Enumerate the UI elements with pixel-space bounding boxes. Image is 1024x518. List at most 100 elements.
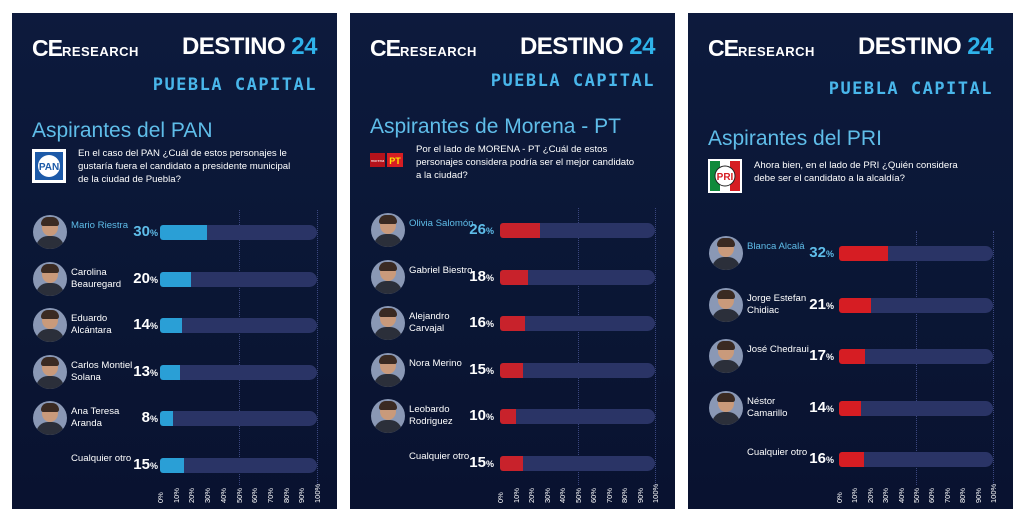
- candidate-photo: [709, 390, 743, 425]
- gridline: [577, 208, 579, 485]
- x-tick-label: 0%: [156, 492, 165, 503]
- candidate-name: Carlos Montiel Solana: [71, 359, 133, 383]
- percent-label: 17%: [809, 347, 834, 364]
- bar-track: [500, 409, 655, 424]
- survey-question: En el caso del PAN ¿Cuál de estos person…: [78, 148, 291, 185]
- bar: [839, 297, 872, 313]
- panel-heading: Aspirantes del PAN: [32, 119, 213, 142]
- bar: [839, 452, 864, 467]
- bar-track: [160, 225, 317, 240]
- candidate-photo: [371, 352, 405, 387]
- percent-label: 30%: [133, 223, 158, 240]
- x-tick-label: 100%: [651, 483, 660, 503]
- bar-track: [500, 316, 655, 331]
- candidate-name: Leobardo Rodriguez: [409, 404, 453, 427]
- candidate-name: Cualquier otro: [747, 447, 808, 458]
- ce-research-logo: CERESEARCH: [32, 35, 139, 61]
- panel-heading: Aspirantes del PRI: [708, 127, 882, 150]
- bar-track: [839, 400, 993, 416]
- bar: [500, 223, 541, 238]
- panel-subtitle: PUEBLA CAPITAL: [490, 71, 655, 91]
- bar-track: [839, 297, 993, 313]
- x-tick-label: 20%: [187, 487, 197, 503]
- x-tick-label: 30%: [203, 487, 213, 503]
- candidate-photo: [33, 261, 67, 296]
- svg-text:PT: PT: [389, 156, 401, 166]
- x-tick-label: 40%: [218, 487, 228, 503]
- x-tick-label: 90%: [973, 487, 983, 503]
- x-tick-label: 50%: [234, 487, 244, 503]
- bar-track: [500, 223, 655, 238]
- panel-subtitle: PUEBLA CAPITAL: [152, 75, 317, 95]
- candidate-photo: [33, 215, 67, 249]
- percent-label: 10%: [469, 407, 494, 424]
- morena-pt-bar-chart: [350, 13, 675, 509]
- x-tick-label: 80%: [281, 487, 291, 503]
- percent-label: 32%: [809, 244, 834, 261]
- candidate-name: Olivia Salomón: [409, 218, 474, 229]
- gridline: [993, 231, 994, 485]
- bar-track: [500, 362, 655, 378]
- candidate-name: Blanca Alcalá: [747, 241, 805, 252]
- pri-logo-icon: PRI: [708, 159, 742, 193]
- gridline: [238, 210, 240, 485]
- percent-label: 15%: [133, 455, 158, 473]
- candidate-photo: [709, 287, 743, 322]
- bar: [500, 269, 528, 285]
- candidate-photo: [371, 399, 405, 433]
- pan-panel: CERESEARCH DESTINO 24 PUEBLA CAPITAL Asp…: [12, 13, 337, 509]
- ce-research-logo: CERESEARCH: [370, 35, 477, 61]
- x-tick-label: 30%: [881, 487, 891, 503]
- ce-research-logo: CERESEARCH: [708, 35, 815, 61]
- destino24-logo: DESTINO 24: [857, 33, 994, 60]
- bar: [839, 400, 861, 416]
- candidate-name: Eduardo Alcántara: [71, 313, 112, 336]
- candidate-photo: [33, 401, 67, 435]
- x-tick-label: 40%: [896, 487, 906, 503]
- bar-track: [160, 318, 317, 333]
- candidate-photo: [371, 306, 405, 340]
- candidate-photo: [371, 213, 405, 247]
- x-tick-label: 50%: [573, 487, 583, 503]
- x-tick-label: 0%: [496, 492, 505, 503]
- x-tick-label: 40%: [558, 487, 567, 503]
- x-tick-label: 60%: [927, 487, 937, 503]
- bar: [160, 411, 173, 426]
- candidate-name: Néstor Camarillo: [747, 395, 788, 419]
- bar: [839, 246, 889, 261]
- bar-track: [839, 349, 993, 364]
- x-tick-label: 50%: [912, 487, 921, 503]
- svg-text:PAN: PAN: [39, 162, 59, 173]
- x-tick-label: 70%: [942, 487, 952, 503]
- candidate-photo: [709, 339, 743, 373]
- x-tick-label: 100%: [989, 483, 998, 503]
- candidate-name: Ana Teresa Aranda: [71, 406, 120, 429]
- x-tick-label: 80%: [958, 487, 968, 503]
- bar-track: [500, 455, 655, 471]
- candidate-photo: [371, 259, 405, 294]
- candidate-name: José Chedraui: [747, 344, 809, 355]
- x-tick-label: 70%: [265, 487, 275, 503]
- bar-track: [839, 452, 993, 467]
- gridline: [317, 210, 318, 485]
- percent-label: 20%: [133, 269, 158, 287]
- survey-question: Por el lado de MORENA - PT ¿Cuál de esto…: [416, 144, 635, 181]
- percent-label: 8%: [141, 409, 158, 426]
- bar-track: [160, 411, 317, 426]
- x-tick-label: 90%: [635, 487, 645, 503]
- percent-label: 13%: [133, 362, 158, 380]
- candidate-photo: [709, 236, 743, 270]
- survey-question: Ahora bien, en el lado de PRI ¿Quién con…: [754, 160, 958, 184]
- x-tick-label: 10%: [850, 487, 860, 503]
- bar: [500, 455, 524, 471]
- percent-label: 16%: [809, 450, 834, 467]
- pri-panel: CERESEARCH DESTINO 24 PUEBLA CAPITAL Asp…: [688, 13, 1013, 509]
- destino24-logo: DESTINO 24: [181, 33, 318, 60]
- percent-label: 14%: [809, 398, 834, 416]
- x-tick-label: 20%: [865, 487, 875, 503]
- svg-text:PRI: PRI: [717, 172, 734, 183]
- bar: [160, 271, 192, 287]
- candidate-name: Jorge Estefan Chidiac: [747, 292, 807, 316]
- bar: [500, 362, 524, 378]
- x-tick-label: 20%: [527, 487, 536, 503]
